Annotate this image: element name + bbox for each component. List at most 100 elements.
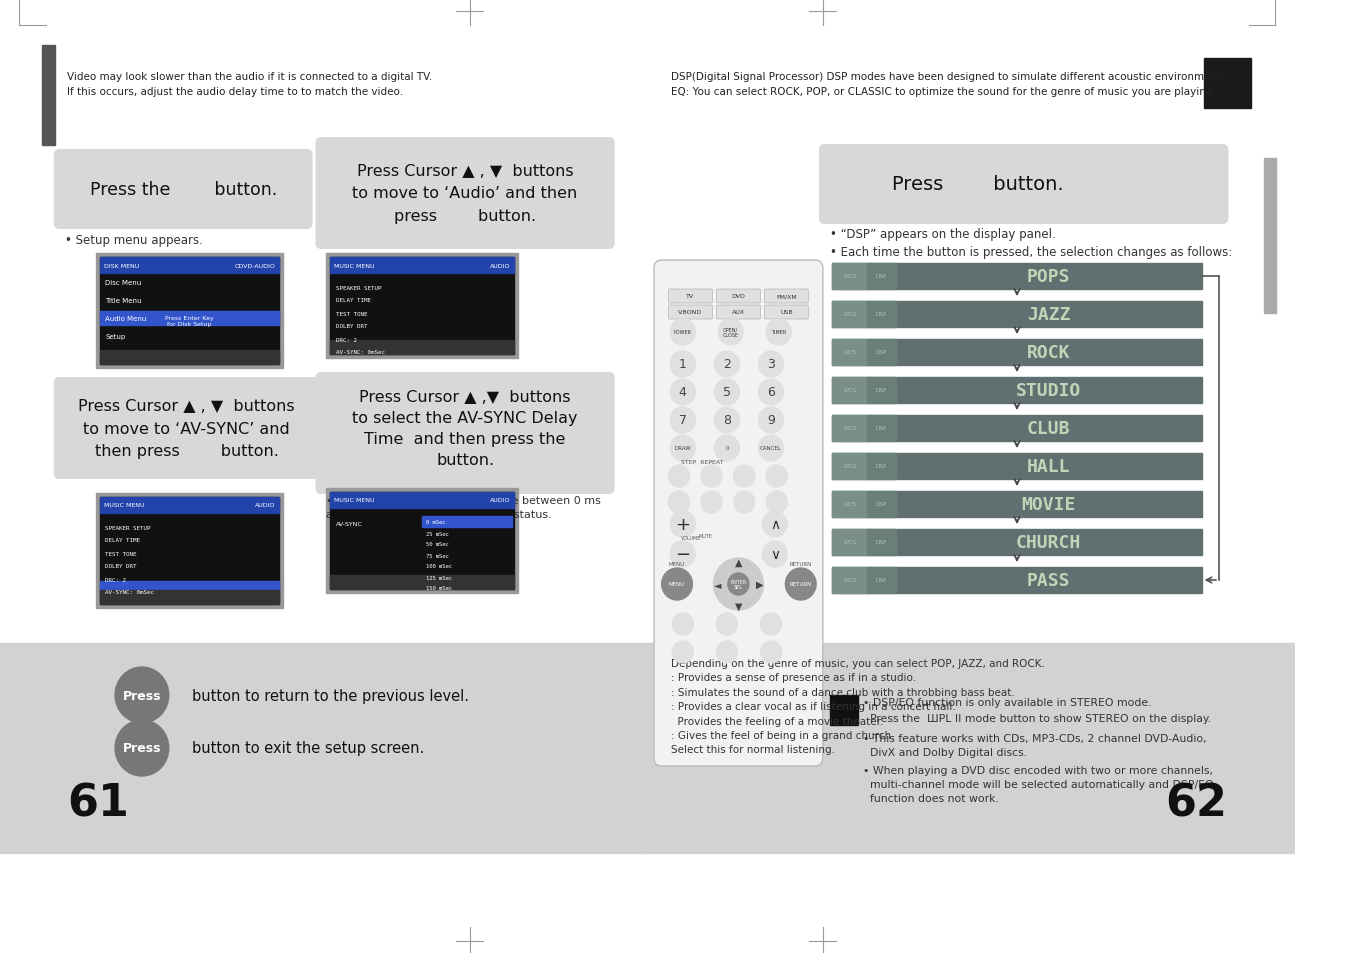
Bar <box>327 489 518 594</box>
Text: +: + <box>675 516 690 534</box>
Bar <box>329 257 514 355</box>
Circle shape <box>672 614 694 636</box>
Circle shape <box>718 319 744 346</box>
Circle shape <box>717 614 737 636</box>
Bar <box>0 643 647 853</box>
Text: Press        button.: Press button. <box>892 175 1064 194</box>
Bar <box>423 517 512 527</box>
Text: STEP  REPEAT: STEP REPEAT <box>680 460 724 465</box>
Bar <box>867 264 895 290</box>
Text: Press: Press <box>123 689 161 701</box>
Text: ▼: ▼ <box>734 601 743 612</box>
Text: TEST TONE: TEST TONE <box>336 312 367 316</box>
Bar <box>647 643 1295 853</box>
Text: FM/XM: FM/XM <box>776 294 796 299</box>
Text: STUDIO: STUDIO <box>1017 381 1081 399</box>
Text: 62: 62 <box>1165 781 1227 824</box>
Text: MUSIC MENU: MUSIC MENU <box>333 263 374 268</box>
Bar <box>833 454 867 479</box>
Text: CHURCH: CHURCH <box>1017 534 1081 552</box>
Text: • Each time the button is pressed, the selection changes as follows:: • Each time the button is pressed, the s… <box>829 246 1231 258</box>
Text: 7: 7 <box>679 414 687 427</box>
Circle shape <box>759 408 783 434</box>
Text: Press Cursor ▲ , ▼  buttons
to move to ‘AV-SYNC’ and
then press        button.: Press Cursor ▲ , ▼ buttons to move to ‘A… <box>78 399 294 458</box>
Text: AUDIO: AUDIO <box>255 503 275 508</box>
Bar <box>833 567 1202 594</box>
Text: button to exit the setup screen.: button to exit the setup screen. <box>192 740 424 756</box>
Text: Press the  ШPL II mode button to show STEREO on the display.: Press the ШPL II mode button to show STE… <box>863 713 1211 723</box>
Text: 4: 4 <box>679 386 687 399</box>
Text: Press Enter Key
for Disk Setup: Press Enter Key for Disk Setup <box>165 315 213 327</box>
FancyBboxPatch shape <box>316 138 614 250</box>
Bar <box>833 264 867 290</box>
FancyBboxPatch shape <box>717 306 760 319</box>
Circle shape <box>714 352 740 377</box>
Text: ∧: ∧ <box>769 517 780 532</box>
Bar <box>327 253 518 358</box>
FancyBboxPatch shape <box>668 306 713 319</box>
Circle shape <box>671 379 695 406</box>
Text: CDVD-AUDIO: CDVD-AUDIO <box>235 263 275 268</box>
Text: 3: 3 <box>767 358 775 371</box>
Text: DELAY TIME: DELAY TIME <box>336 298 371 303</box>
Bar <box>867 530 895 556</box>
Text: AV-SYNC: 0mSec: AV-SYNC: 0mSec <box>336 350 385 355</box>
Text: ∨: ∨ <box>769 547 780 561</box>
Circle shape <box>714 436 740 461</box>
Text: ◄: ◄ <box>714 579 721 589</box>
Text: DSP: DSP <box>876 464 887 469</box>
Bar <box>833 530 867 556</box>
Circle shape <box>701 492 722 514</box>
Bar <box>100 257 279 274</box>
Bar <box>100 497 279 604</box>
Text: 6: 6 <box>767 386 775 399</box>
FancyBboxPatch shape <box>819 145 1228 225</box>
Text: • When playing a DVD disc encoded with two or more channels,
  multi-channel mod: • When playing a DVD disc encoded with t… <box>863 765 1214 803</box>
Text: DSP(Digital Signal Processor) DSP modes have been designed to simulate different: DSP(Digital Signal Processor) DSP modes … <box>671 71 1230 96</box>
Text: • “DSP” appears on the display panel.: • “DSP” appears on the display panel. <box>829 228 1056 241</box>
Text: DRC: 2: DRC: 2 <box>105 577 127 582</box>
Bar <box>100 497 279 514</box>
Circle shape <box>714 558 763 610</box>
Text: 5: 5 <box>722 386 730 399</box>
Circle shape <box>763 541 787 567</box>
Bar <box>833 567 867 594</box>
FancyBboxPatch shape <box>764 290 809 304</box>
Circle shape <box>786 568 817 600</box>
Bar <box>329 493 514 589</box>
Text: USB: USB <box>780 310 792 315</box>
Circle shape <box>760 614 782 636</box>
Text: DVD: DVD <box>732 294 745 299</box>
Text: ▶: ▶ <box>756 579 763 589</box>
Circle shape <box>728 574 749 596</box>
Text: 9: 9 <box>767 414 775 427</box>
Circle shape <box>671 352 695 377</box>
Bar <box>867 454 895 479</box>
Text: • This feature works with CDs, MP3-CDs, 2 channel DVD-Audio,
  DivX and Dolby Di: • This feature works with CDs, MP3-CDs, … <box>863 733 1207 758</box>
Text: 8: 8 <box>722 414 730 427</box>
Text: CLUB: CLUB <box>1027 419 1071 437</box>
Text: ▲: ▲ <box>734 558 743 567</box>
Text: AV-SYNC: AV-SYNC <box>336 522 363 527</box>
Bar <box>867 339 895 366</box>
Text: 100 mSec: 100 mSec <box>425 564 452 569</box>
Bar <box>329 493 514 509</box>
Text: Press the        button.: Press the button. <box>89 181 277 199</box>
Circle shape <box>760 641 782 663</box>
Bar <box>833 377 1202 403</box>
Text: DSP: DSP <box>876 426 887 431</box>
Text: MENU: MENU <box>670 582 684 587</box>
Text: • Setup menu appears.: • Setup menu appears. <box>65 233 202 247</box>
Circle shape <box>671 541 695 567</box>
Text: OPEN/
CLOSE: OPEN/ CLOSE <box>722 327 738 338</box>
Circle shape <box>668 492 690 514</box>
Text: LPCS: LPCS <box>844 350 856 355</box>
Text: DSP: DSP <box>876 350 887 355</box>
Bar <box>100 590 279 604</box>
Circle shape <box>733 492 755 514</box>
Text: TV: TV <box>686 294 694 299</box>
Text: Title Menu: Title Menu <box>105 297 142 304</box>
Text: 125 mSec: 125 mSec <box>425 575 452 579</box>
Circle shape <box>671 512 695 537</box>
Text: MUSIC MENU: MUSIC MENU <box>333 498 374 503</box>
